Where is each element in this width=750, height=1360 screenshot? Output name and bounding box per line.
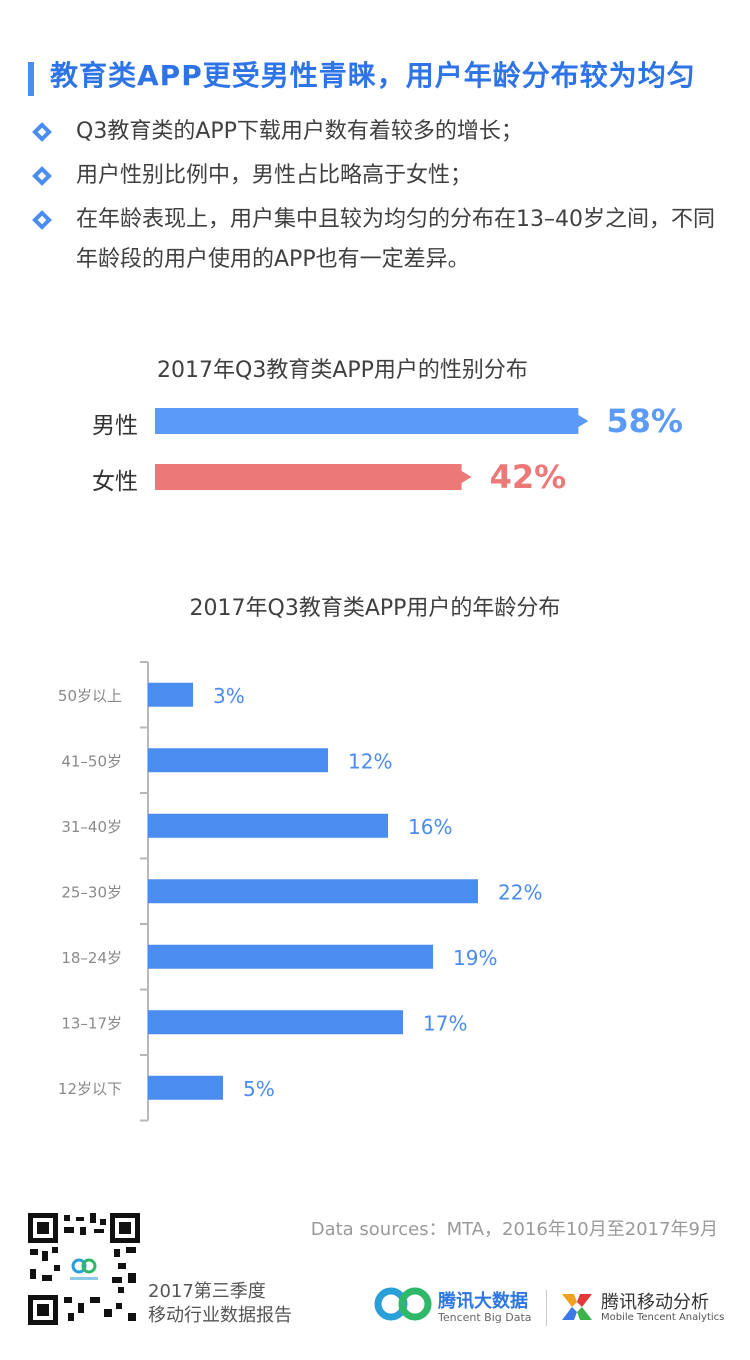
diamond-bullet-icon xyxy=(32,166,52,186)
gender-value-label: 58% xyxy=(606,402,683,440)
mta-logo-icon xyxy=(562,1294,592,1320)
bullet-text: Q3教育类的APP下载用户数有着较多的增长； xyxy=(76,119,523,144)
age-bar xyxy=(148,748,328,773)
gender-chart-title: 2017年Q3教育类APP用户的性别分布 xyxy=(157,358,528,383)
logo-divider xyxy=(546,1290,547,1326)
logo2-subtitle: Mobile Tencent Analytics xyxy=(601,1312,725,1323)
gender-chart: 58% 42% xyxy=(155,402,683,496)
age-bar xyxy=(148,944,433,969)
title-accent-bar xyxy=(28,62,34,96)
age-value-label: 5% xyxy=(243,1077,275,1101)
age-value-label: 17% xyxy=(423,1011,467,1035)
age-category-label: 31–40岁 xyxy=(61,818,122,836)
report-line-2: 移动行业数据报告 xyxy=(148,1305,292,1326)
logo1-name: 腾讯大数据 xyxy=(438,1291,528,1312)
age-value-label: 3% xyxy=(213,684,245,708)
logo1-subtitle: Tencent Big Data xyxy=(438,1311,532,1324)
age-bar xyxy=(148,682,193,707)
bullet-item: 用户性别比例中，男性占比略高于女性； xyxy=(28,156,728,196)
bullet-item: 在年龄表现上，用户集中且较为均匀的分布在13–40岁之间，不同年龄段的用户使用的… xyxy=(28,200,728,280)
age-value-label: 16% xyxy=(408,815,452,839)
summary-bullets: Q3教育类的APP下载用户数有着较多的增长； 用户性别比例中，男性占比略高于女性… xyxy=(28,112,728,284)
gender-label-female: 女性 xyxy=(92,469,138,495)
page-title: 教育类APP更受男性青睐，用户年龄分布较为均匀 xyxy=(50,59,696,92)
age-category-label: 41–50岁 xyxy=(61,752,122,770)
age-value-label: 19% xyxy=(453,946,497,970)
age-category-label: 12岁以下 xyxy=(58,1080,122,1098)
age-bar xyxy=(148,813,388,838)
age-category-label: 18–24岁 xyxy=(61,949,122,967)
age-chart-title: 2017年Q3教育类APP用户的年龄分布 xyxy=(189,596,561,621)
diamond-bullet-icon xyxy=(32,210,52,230)
bullet-item: Q3教育类的APP下载用户数有着较多的增长； xyxy=(28,112,728,152)
age-value-label: 22% xyxy=(498,880,542,904)
gender-bar xyxy=(155,464,472,490)
age-bar xyxy=(148,1075,223,1100)
qr-code-icon xyxy=(28,1213,140,1325)
bullet-text: 用户性别比例中，男性占比略高于女性； xyxy=(76,163,473,188)
report-line-1: 2017第三季度 xyxy=(148,1281,266,1302)
age-chart: 50岁以上 3% 41–50岁 12% 31–40岁 16% 25–30岁 22% 18–24岁… xyxy=(58,661,542,1122)
tencent-big-data-logo-icon xyxy=(374,1287,432,1321)
gender-label-male: 男性 xyxy=(92,413,138,439)
age-bar xyxy=(148,879,478,904)
gender-bar xyxy=(155,408,589,434)
age-category-label: 13–17岁 xyxy=(61,1014,122,1032)
diamond-bullet-icon xyxy=(32,122,52,142)
bullet-text: 在年龄表现上，用户集中且较为均匀的分布在13–40岁之间，不同年龄段的用户使用的… xyxy=(76,207,715,272)
gender-value-label: 42% xyxy=(490,458,567,496)
age-category-label: 50岁以上 xyxy=(58,687,122,705)
report-title: 2017第三季度 移动行业数据报告 xyxy=(148,1280,292,1328)
data-source: Data sources：MTA，2016年10月至2017年9月 xyxy=(310,1219,718,1240)
age-category-label: 25–30岁 xyxy=(61,883,122,901)
logo2-name: 腾讯移动分析 xyxy=(601,1292,709,1313)
age-bar xyxy=(148,1010,403,1035)
age-value-label: 12% xyxy=(348,749,392,773)
